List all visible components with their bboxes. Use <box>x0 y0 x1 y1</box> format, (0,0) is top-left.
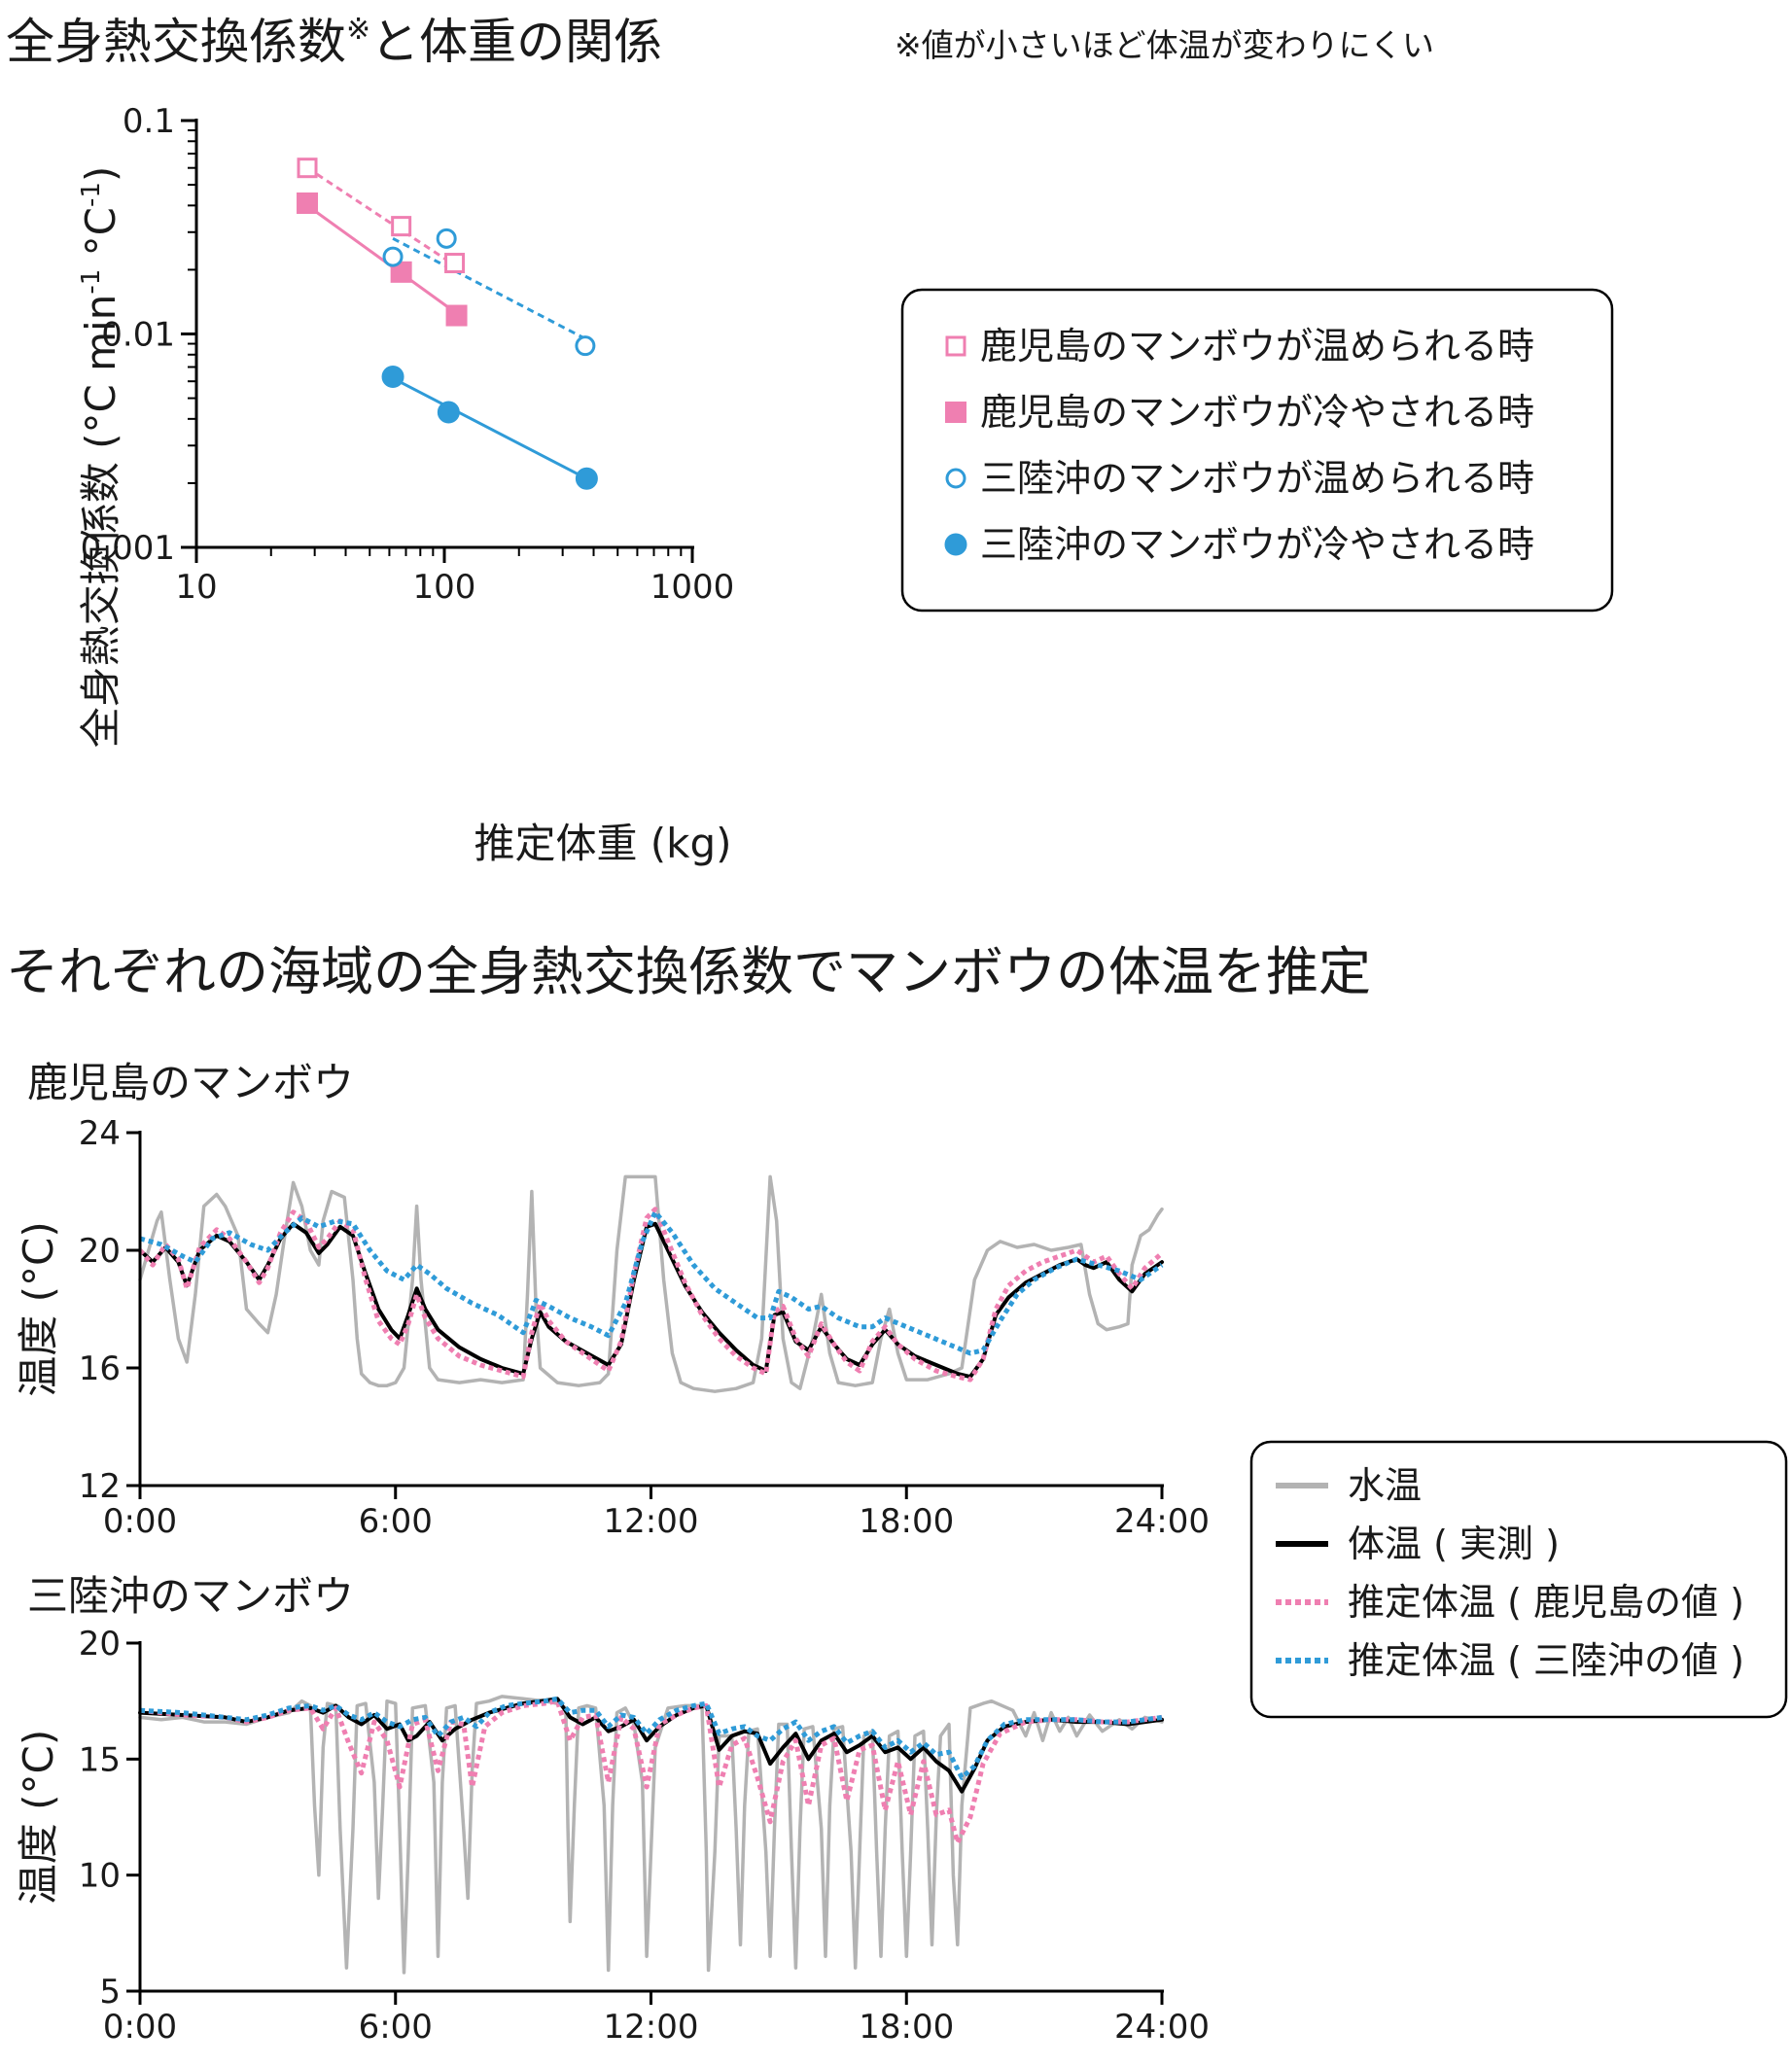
scatter-fit-line-3 <box>392 237 586 340</box>
sanriku-x-tick-label: 12:00 <box>604 2008 699 2047</box>
kagoshima-x-tick-label: 0:00 <box>103 1502 177 1541</box>
scatter-y-label-end: ) <box>77 166 124 182</box>
sanriku-x-tick-label: 18:00 <box>859 2008 954 2047</box>
sanriku-x-tick-label: 6:00 <box>359 2008 433 2047</box>
scatter-fit-line-4 <box>392 376 588 480</box>
figure-note: ※値が小さいほど体温が変わりにくい <box>895 26 1434 64</box>
sanriku-y-axis-label: 温度 (°C) <box>15 1730 62 1905</box>
scatter-x-tick-label: 100 <box>413 568 476 607</box>
scatter-point-s1 <box>444 253 466 274</box>
scatter-legend-label-2: 鹿児島のマンボウが冷やされる時 <box>980 391 1534 434</box>
sanriku-y-tick-label: 15 <box>79 1740 121 1779</box>
scatter-legend-label-3: 三陸沖のマンボウが温められる時 <box>980 457 1534 500</box>
scatter-y-label-sup2: -1 <box>77 182 106 207</box>
scatter-x-axis-label: 推定体重 (kg) <box>474 820 731 867</box>
scatter-point-s3 <box>382 246 404 267</box>
kagoshima-x-tick-label: 6:00 <box>359 1502 433 1541</box>
sanriku-chart: 0:00 6:00 12:00 18:00 24:00 5 10 15 20 温度 (°C) <box>15 1625 1210 2047</box>
sanriku-y-tick-label: 5 <box>99 1973 121 2012</box>
timeseries-legend-label-2: 体温 ( 実測 ) <box>1348 1523 1560 1565</box>
scatter-y-label-main: 全身熱交換係数 (°C min <box>77 295 124 749</box>
scatter-y-label-mid: °C <box>77 207 124 269</box>
kagoshima-series-line-2 <box>138 1221 1164 1380</box>
scatter-point-s3 <box>575 335 596 357</box>
scatter-legend-box <box>900 288 1614 613</box>
sanriku-chart-title: 三陸沖のマンボウ <box>27 1572 354 1620</box>
scatter-legend-marker-4 <box>944 533 967 556</box>
kagoshima-x-tick-label: 24:00 <box>1114 1502 1210 1541</box>
timeseries-legend-label-4: 推定体温 ( 三陸沖の値 ) <box>1348 1639 1744 1682</box>
scatter-point-s1 <box>391 216 412 237</box>
scatter-legend: 鹿児島のマンボウが温められる時鹿児島のマンボウが冷やされる時三陸沖のマンボウが温… <box>900 288 1614 613</box>
scatter-point-s4 <box>381 366 404 389</box>
scatter-y-tick-label: 0.001 <box>81 529 175 568</box>
sanriku-x-tick-label: 0:00 <box>103 2008 177 2047</box>
scatter-fit-line-1 <box>306 166 456 267</box>
sanriku-y-tick-label: 10 <box>79 1857 121 1896</box>
scatter-axes: 10 100 1000 0.001 0.01 0.1 <box>81 102 735 607</box>
scatter-fit-line-2 <box>306 204 458 315</box>
scatter-x-tick-label: 10 <box>175 568 217 607</box>
scatter-chart: 10 100 1000 0.001 0.01 0.1 推定体重 (kg) 全身熱交換係数 … <box>77 102 1614 867</box>
scatter-point-s4 <box>575 467 598 490</box>
scatter-fit-lines <box>306 166 588 480</box>
kagoshima-series-line-3 <box>138 1207 1164 1383</box>
sanriku-x-tick-label: 24:00 <box>1114 2008 1210 2047</box>
scatter-y-tick-label: 0.1 <box>123 102 175 141</box>
timeseries-legend-label-3: 推定体温 ( 鹿児島の値 ) <box>1348 1581 1744 1624</box>
kagoshima-x-tick-label: 18:00 <box>859 1502 954 1541</box>
kagoshima-x-tick-label: 12:00 <box>604 1502 699 1541</box>
scatter-x-tick-label: 1000 <box>650 568 735 607</box>
sanriku-series-line-4 <box>139 1696 1163 1780</box>
timeseries-legend-box <box>1249 1440 1788 1719</box>
scatter-y-tick-label: 0.01 <box>101 316 175 355</box>
scatter-legend-marker-3 <box>945 468 966 489</box>
kagoshima-y-tick-label: 16 <box>79 1349 121 1388</box>
sanriku-y-tick-label: 20 <box>79 1625 121 1663</box>
figure-title: 全身熱交換係数※と体重の関係 <box>6 13 662 70</box>
scatter-y-label-sup1: -1 <box>77 269 106 295</box>
scatter-y-axis-label: 全身熱交換係数 (°C min-1 °C-1) <box>77 166 124 749</box>
scatter-legend-marker-2 <box>945 402 966 423</box>
sanriku-series-line-3 <box>139 1698 1163 1845</box>
figure-title-main: 全身熱交換係数 <box>6 14 346 70</box>
kagoshima-y-tick-label: 12 <box>79 1467 121 1506</box>
scatter-legend-marker-1 <box>945 335 966 357</box>
kagoshima-chart-title: 鹿児島のマンボウ <box>27 1059 354 1106</box>
kagoshima-chart: 0:00 6:00 12:00 18:00 24:00 12 16 20 24 温度 (°C) <box>15 1114 1210 1541</box>
kagoshima-y-tick-label: 24 <box>79 1114 121 1153</box>
scatter-point-s2 <box>445 304 468 327</box>
scatter-point-s1 <box>297 158 318 179</box>
section-2-title: それぞれの海域の全身熱交換係数でマンボウの体温を推定 <box>6 941 1371 1002</box>
kagoshima-series-line-4 <box>139 1209 1164 1356</box>
scatter-legend-label-1: 鹿児島のマンボウが温められる時 <box>980 325 1534 368</box>
scatter-point-s3 <box>436 228 457 249</box>
scatter-point-s2 <box>297 192 319 214</box>
kagoshima-y-tick-label: 20 <box>79 1232 121 1271</box>
timeseries-legend-label-1: 水温 <box>1348 1464 1422 1507</box>
scatter-legend-label-4: 三陸沖のマンボウが冷やされる時 <box>980 523 1534 566</box>
figure-title-tail: と体重の関係 <box>370 14 662 70</box>
scatter-point-s4 <box>437 401 460 424</box>
figure-title-mark: ※ <box>346 13 370 47</box>
kagoshima-y-axis-label: 温度 (°C) <box>15 1221 62 1396</box>
scatter-points <box>297 158 598 490</box>
